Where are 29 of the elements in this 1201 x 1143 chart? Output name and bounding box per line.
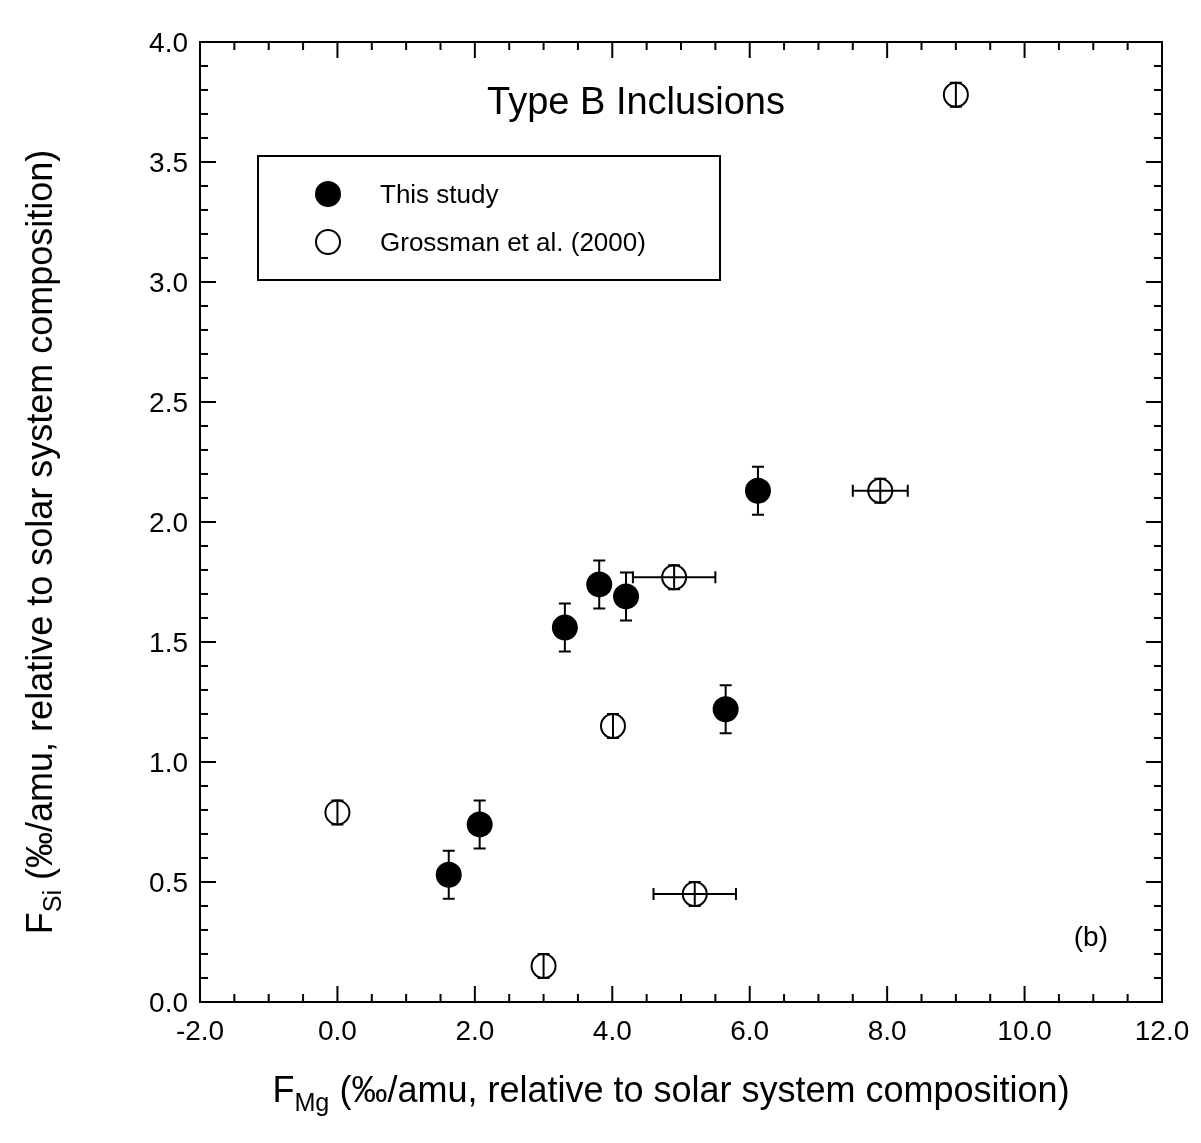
x-tick-label: 6.0 [730, 1015, 770, 1046]
x-axis-title: F$_{Mg}$ (‰/amu, relative to solar system composition) [272, 1069, 1070, 1116]
x-tick-label: 2.0 [455, 1015, 495, 1046]
y-tick-label: 0.5 [149, 867, 188, 898]
y-tick-label: 3.0 [149, 267, 188, 298]
x-tick-label: -2.0 [175, 1015, 225, 1046]
x-tick-label: 10.0 [997, 1015, 1052, 1046]
y-tick-label: 2.5 [149, 387, 188, 418]
point [586, 571, 613, 598]
y-tick-label: 1.0 [149, 747, 188, 778]
point [551, 614, 578, 641]
y-tick-label: 3.5 [149, 147, 188, 178]
x-tick-label: 8.0 [867, 1015, 907, 1046]
y-tick-label: 2.0 [149, 507, 188, 538]
point [466, 811, 493, 838]
point [712, 696, 739, 723]
point [744, 477, 771, 504]
x-tick-label: 12.0 [1134, 1015, 1190, 1046]
legend-label: Grossman et al. (2000) [380, 227, 646, 257]
x-tick-label: 4.0 [592, 1015, 632, 1046]
point [613, 583, 640, 610]
legend-label: This study [380, 179, 499, 209]
x-tick-label: 0.0 [317, 1015, 357, 1046]
point [435, 861, 462, 888]
y-tick-label: 1.5 [149, 627, 188, 658]
text: Type B Inclusions [487, 80, 785, 122]
y-tick-label: 0.0 [149, 987, 188, 1018]
y-tick-label: 4.0 [149, 27, 188, 58]
annotation: (b) [1073, 921, 1108, 952]
